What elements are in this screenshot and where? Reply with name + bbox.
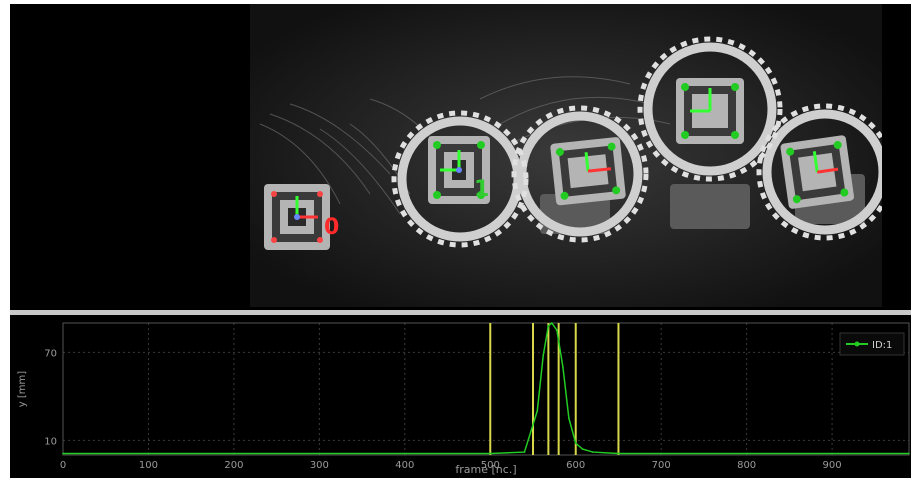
series-line [63, 321, 909, 455]
legend: ID:1 [839, 332, 905, 356]
x-tick-label: 0 [60, 460, 66, 471]
app-window: 0 1 [10, 4, 911, 478]
data-point [562, 366, 564, 368]
data-point [551, 322, 553, 324]
x-tick-label: 200 [224, 460, 243, 471]
x-tick-label: 700 [652, 460, 671, 471]
data-point [536, 410, 539, 412]
data-point [489, 452, 492, 455]
x-tick-labels: 0 100 200 300 400 500 600 700 800 900 [60, 460, 842, 471]
x-tick-label: 100 [139, 460, 158, 471]
legend-entry-label: ID:1 [872, 340, 892, 351]
marker-0: 0 [264, 184, 339, 250]
data-point [574, 442, 577, 445]
data-point [523, 451, 526, 453]
panel-splitter[interactable] [10, 310, 911, 315]
x-tick-label: 800 [737, 460, 756, 471]
x-axis-label: frame [nc.] [455, 463, 516, 476]
marker-3 [676, 78, 744, 144]
y-tick-label: 70 [44, 348, 57, 359]
chart-svg: 0 100 200 300 400 500 600 700 800 900 10 70 frame … [10, 315, 911, 478]
frame-markers [489, 323, 620, 455]
legend-marker [854, 341, 860, 347]
data-point [581, 448, 584, 450]
y-axis-label: y [mm] [17, 371, 28, 407]
data-point [617, 452, 620, 455]
x-tick-label: 300 [310, 460, 329, 471]
data-point [908, 452, 910, 455]
data-point [568, 417, 570, 420]
data-point [62, 452, 64, 455]
data-point [404, 452, 406, 455]
camera-scene: 0 1 [250, 4, 894, 307]
marker-2 [550, 137, 626, 206]
trajectory-plot[interactable]: 0 100 200 300 400 500 600 700 800 900 10 70 frame … [10, 315, 911, 478]
plot-area-frame [62, 322, 910, 456]
x-tick-label: 400 [395, 460, 414, 471]
wire-strands [259, 76, 671, 215]
marker-1: 1 [428, 136, 490, 204]
data-point [831, 452, 833, 455]
camera-view[interactable]: 0 1 [10, 4, 911, 310]
data-point [233, 452, 235, 455]
series-layer [62, 321, 910, 455]
data-point [556, 329, 558, 332]
x-tick-label: 500 [481, 460, 500, 471]
data-point [318, 452, 321, 455]
data-point [660, 452, 662, 455]
x-tick-label: 900 [823, 460, 842, 471]
legend-box [839, 332, 905, 356]
marker-id-label: 1 [474, 177, 489, 202]
x-tick-label: 600 [566, 460, 585, 471]
data-point [542, 354, 545, 357]
data-point [745, 452, 748, 455]
data-point [592, 451, 594, 453]
data-point [547, 325, 550, 327]
camera-frame: 0 1 [250, 4, 894, 307]
data-point [147, 452, 150, 455]
plot-background [10, 315, 911, 478]
y-tick-label: 10 [44, 436, 57, 447]
y-tick-labels: 10 70 [44, 348, 57, 447]
marker-id-label: 0 [324, 215, 339, 240]
marker-4 [780, 135, 855, 209]
